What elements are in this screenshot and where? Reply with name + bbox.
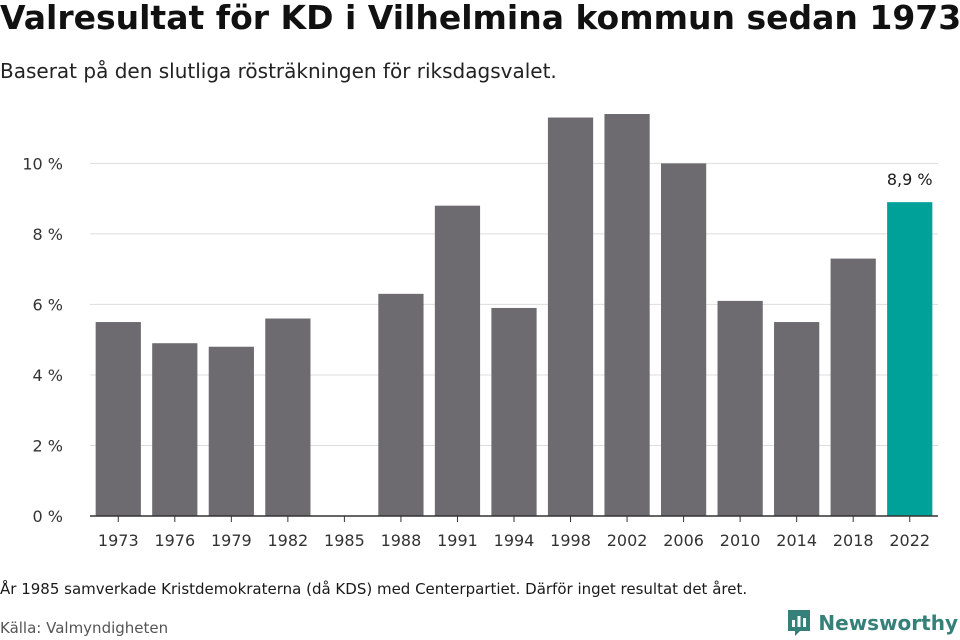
bar-2014	[774, 322, 820, 516]
source-note: Källa: Valmyndigheten	[0, 619, 169, 637]
bars	[95, 114, 933, 517]
y-tick-label: 0 %	[33, 507, 63, 526]
x-tick-label: 1998	[550, 531, 591, 550]
bar-1982	[265, 318, 311, 516]
x-tick-label: 2014	[776, 531, 817, 550]
bar-2010	[717, 300, 763, 516]
bar-chart: 0 % 2 % 4 % 6 % 8 % 10 % 1973 1976 1979 1982 1985…	[22, 114, 938, 550]
newsworthy-logo-icon	[788, 610, 811, 636]
x-axis-ticks: 1973 1976 1979 1982 1985 1988 1991 1994 1998 2002…	[98, 516, 930, 550]
bar-1991	[434, 205, 481, 516]
x-tick-label: 2022	[889, 531, 930, 550]
y-tick-label: 2 %	[33, 436, 63, 455]
x-tick-label: 2002	[607, 531, 648, 550]
brand-logo: Newsworthy	[786, 608, 958, 638]
x-tick-label: 1988	[381, 531, 422, 550]
y-tick-label: 8 %	[33, 225, 63, 244]
x-tick-label: 1991	[437, 531, 478, 550]
bar-1973	[95, 322, 141, 516]
bar-1994	[491, 307, 537, 516]
x-tick-label: 1985	[324, 531, 365, 550]
y-tick-label: 6 %	[33, 295, 63, 314]
x-tick-label: 1979	[211, 531, 252, 550]
x-tick-label: 2006	[663, 531, 704, 550]
bar-2006	[660, 163, 707, 517]
x-tick-label: 1976	[154, 531, 195, 550]
y-axis-ticks: 0 % 2 % 4 % 6 % 8 % 10 %	[22, 154, 63, 526]
chart-subtitle: Baserat på den slutliga rösträkningen fö…	[0, 59, 557, 83]
bar-1998	[547, 117, 594, 517]
x-tick-label: 2018	[833, 531, 874, 550]
bar-2022	[887, 202, 933, 516]
bar-1988	[378, 293, 424, 516]
x-tick-label: 1973	[98, 531, 139, 550]
bar-2002	[604, 114, 650, 516]
bar-1979	[208, 346, 254, 516]
x-tick-label: 1982	[268, 531, 309, 550]
bar-1976	[152, 343, 198, 516]
y-tick-label: 10 %	[22, 154, 63, 173]
highlight-value-label: 8,9 %	[887, 170, 933, 189]
brand-name: Newsworthy	[818, 611, 958, 635]
footnote: År 1985 samverkade Kristdemokraterna (då…	[0, 580, 748, 598]
x-tick-label: 2010	[720, 531, 761, 550]
chart-title: Valresultat för KD i Vilhelmina kommun s…	[0, 0, 960, 37]
x-tick-label: 1994	[494, 531, 535, 550]
y-tick-label: 4 %	[33, 366, 63, 385]
bar-2018	[830, 258, 876, 516]
